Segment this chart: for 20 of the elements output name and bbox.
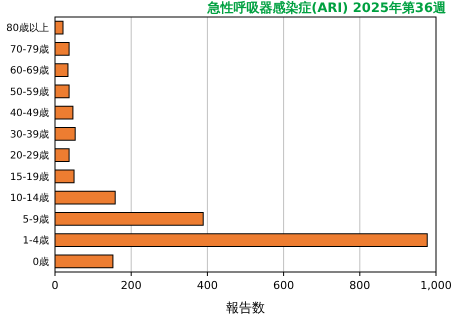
y-tick-label: 50-59歳 <box>10 86 49 98</box>
y-tick-label: 70-79歳 <box>10 43 49 56</box>
x-tick-label: 200 <box>120 279 142 292</box>
y-tick-label: 30-39歳 <box>10 128 49 140</box>
x-tick-label: 800 <box>349 279 370 292</box>
y-tick-label: 0歳 <box>32 256 49 268</box>
chart-title: 急性呼吸器感染症(ARI) 2025年第36週 <box>206 0 447 16</box>
y-tick-label: 20-29歳 <box>10 150 49 162</box>
y-tick-label: 5-9歳 <box>22 213 49 226</box>
x-tick-label: 0 <box>52 279 58 292</box>
y-tick-label: 60-69歳 <box>10 64 49 77</box>
x-tick-label: 400 <box>196 279 218 292</box>
y-tick-label: 80歳以上 <box>6 22 49 34</box>
x-tick-label: 1,000 <box>420 279 452 292</box>
y-tick-label: 40-49歳 <box>10 107 49 120</box>
x-axis-title: 報告数 <box>226 301 265 316</box>
x-tick-label: 600 <box>273 279 294 292</box>
y-tick-label: 15-19歳 <box>10 170 49 183</box>
y-tick-label: 10-14歳 <box>10 192 49 204</box>
y-tick-label: 1-4歳 <box>22 234 49 247</box>
